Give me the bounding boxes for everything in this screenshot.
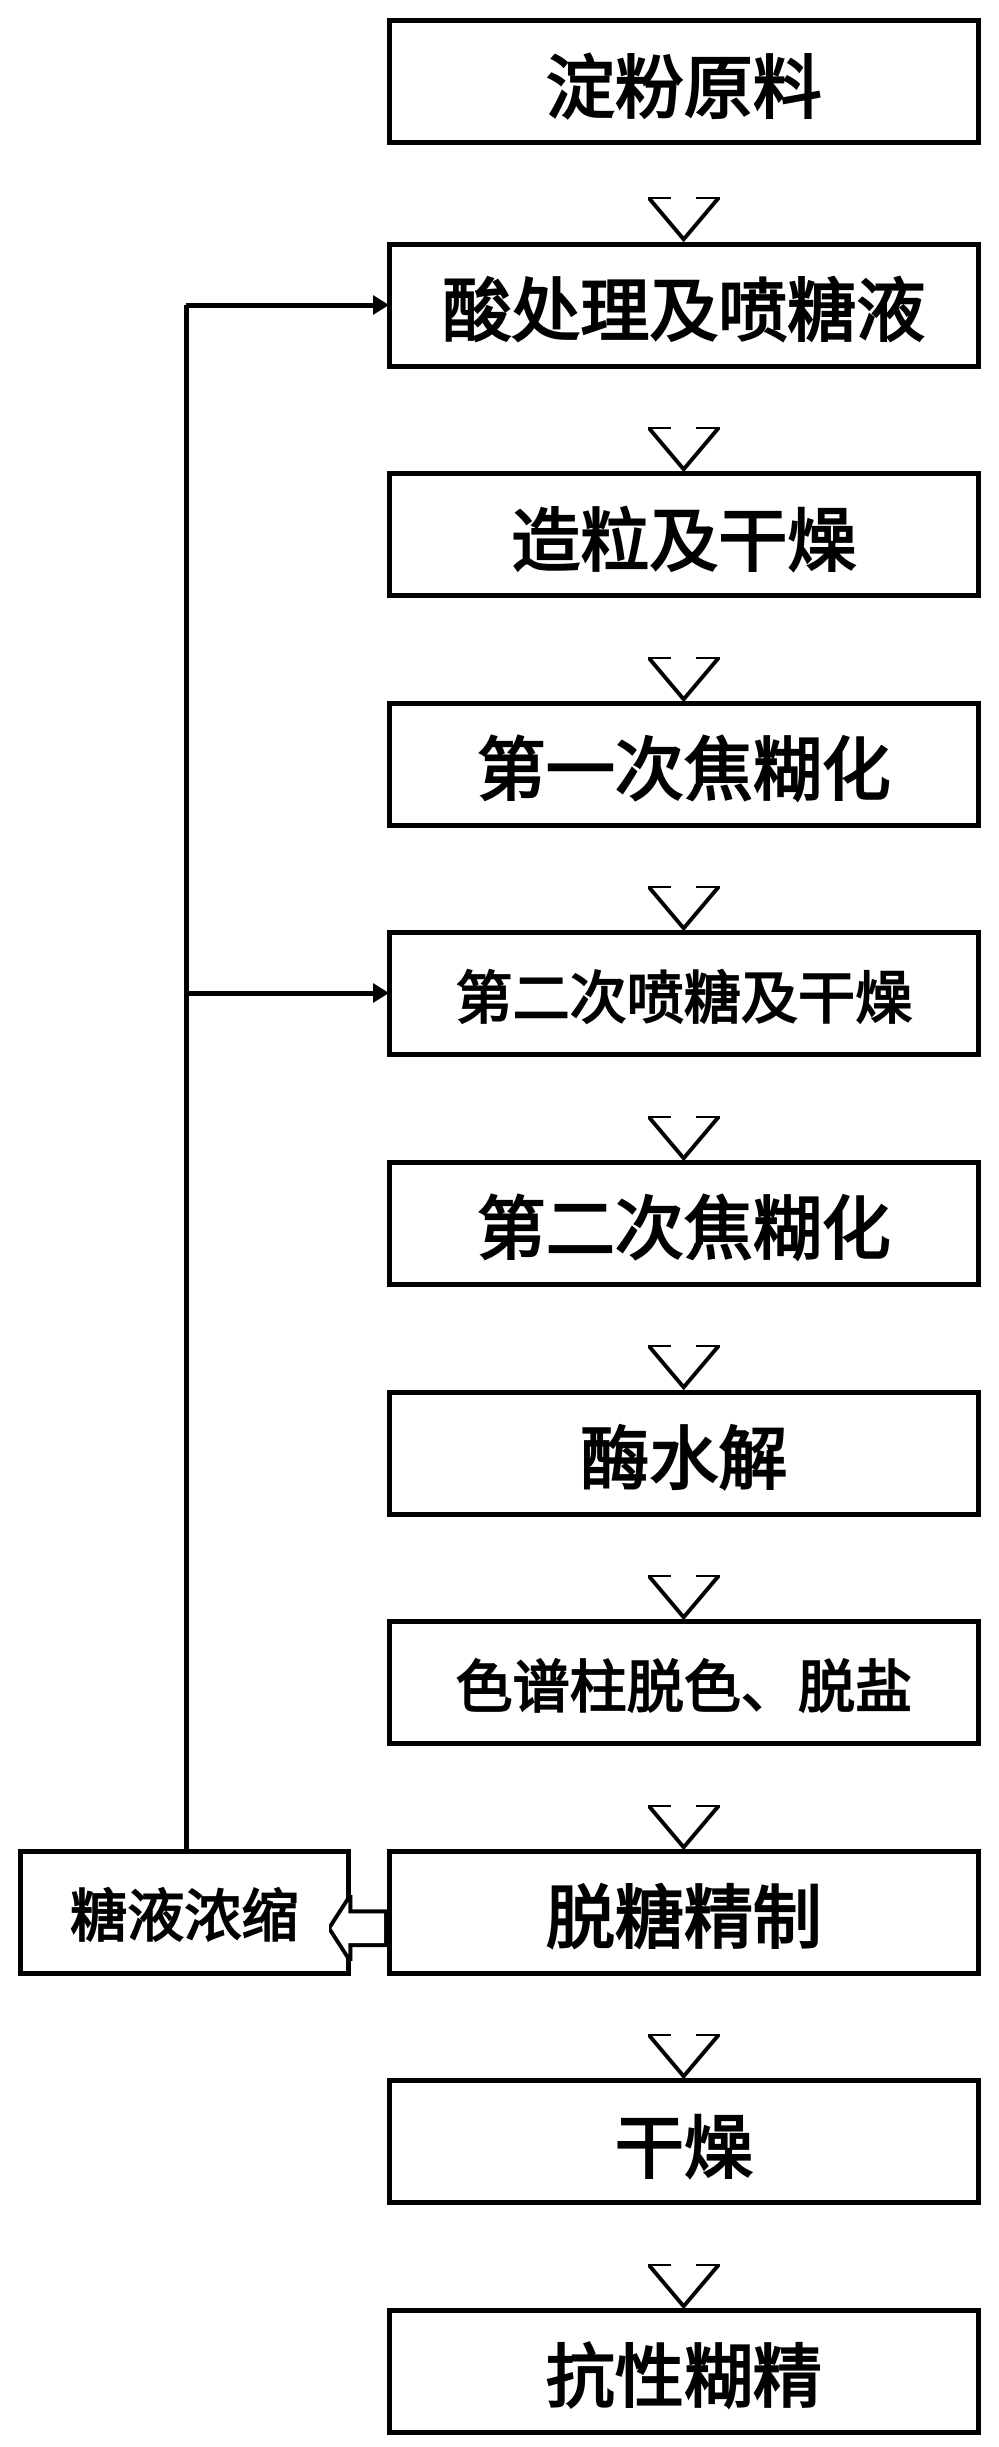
flow-box-n1: 淀粉原料: [387, 18, 982, 145]
flow-box-label: 造粒及干燥: [511, 485, 856, 585]
flow-box-n2: 酸处理及喷糖液: [387, 242, 982, 369]
flow-box-n10: 干燥: [387, 2078, 982, 2205]
arrowhead-right-icon: [373, 983, 389, 1003]
flow-box-n7: 酶水解: [387, 1390, 982, 1517]
arrowhead-right-icon: [373, 295, 389, 315]
flow-box-label: 色谱柱脱色、脱盐: [456, 1642, 913, 1724]
feedback-connector: [186, 991, 374, 996]
feedback-line: [184, 305, 189, 1853]
flow-box-n5: 第二次喷糖及干燥: [387, 930, 982, 1057]
flow-box-label: 脱糖精制: [546, 1862, 822, 1962]
flow-box-n3: 造粒及干燥: [387, 471, 982, 598]
flow-box-label: 淀粉原料: [546, 32, 822, 132]
flow-box-n9: 脱糖精制: [387, 1849, 982, 1976]
flow-box-label: 第二次喷糖及干燥: [456, 953, 913, 1035]
flow-box-side: 糖液浓缩: [18, 1849, 351, 1976]
flow-box-label: 抗性糊精: [546, 2321, 822, 2421]
feedback-connector: [186, 303, 374, 308]
flow-box-label: 干燥: [615, 2092, 753, 2192]
arrow-left-icon: [329, 1895, 386, 1961]
flow-box-label: 酸处理及喷糖液: [442, 255, 925, 355]
flow-box-n11: 抗性糊精: [387, 2308, 982, 2435]
flow-box-label: 第一次焦糊化: [477, 714, 891, 814]
flow-box-n8: 色谱柱脱色、脱盐: [387, 1619, 982, 1746]
flow-box-label: 酶水解: [580, 1403, 787, 1503]
flow-box-n4: 第一次焦糊化: [387, 701, 982, 828]
flow-box-label: 第二次焦糊化: [477, 1173, 891, 1273]
flow-box-n6: 第二次焦糊化: [387, 1160, 982, 1287]
flow-box-label: 糖液浓缩: [70, 1871, 298, 1953]
